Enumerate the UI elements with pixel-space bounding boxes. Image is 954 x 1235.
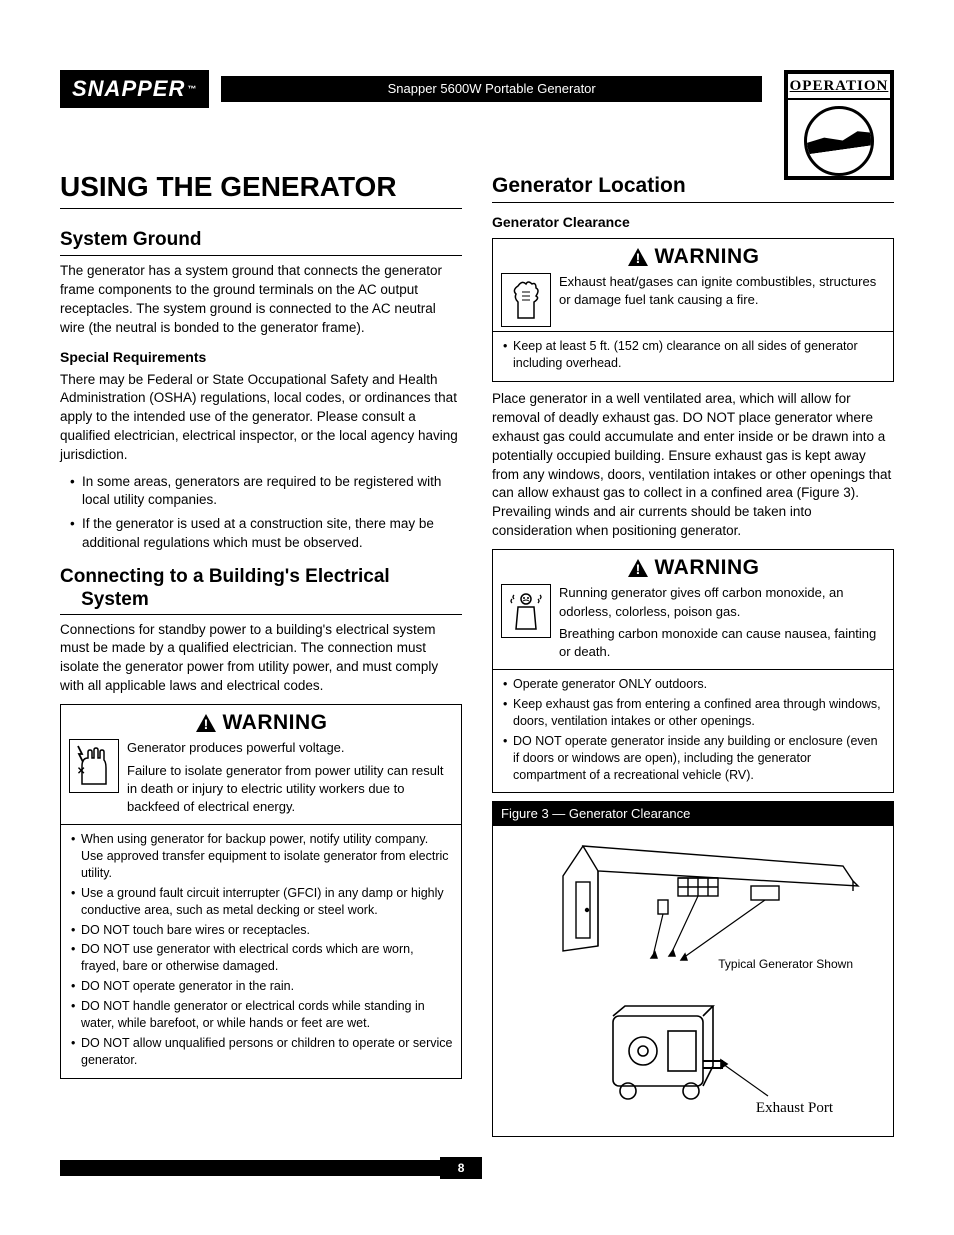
warning-fire: ! WARNING Exhaust heat/gases can ignite … — [492, 238, 894, 382]
trademark: ™ — [187, 83, 197, 95]
main-heading: USING THE GENERATOR — [60, 168, 462, 210]
figure-diagram: Typical Generator Shown Exhaust Port — [493, 826, 893, 1136]
product-title-bar: Snapper 5600W Portable Generator — [221, 76, 762, 102]
page-footer: 8 — [60, 1157, 894, 1179]
connecting-heading: Connecting to a Building's Electrical Sy… — [60, 566, 462, 615]
warning-header: ! WARNING — [493, 243, 893, 271]
operation-badge: OPERATION — [784, 70, 894, 180]
system-ground-heading: System Ground — [60, 227, 462, 256]
warning-bullets: Keep at least 5 ft. (152 cm) clearance o… — [493, 331, 893, 381]
warning-label: WARNING — [655, 554, 760, 582]
warning-triangle-icon: ! — [627, 558, 649, 578]
list-item: If the generator is used at a constructi… — [70, 515, 462, 551]
warning-header: ! WARNING — [493, 554, 893, 582]
generator-clearance-heading: Generator Clearance — [492, 213, 894, 232]
warning-header: ! WARNING — [61, 709, 461, 737]
left-column: USING THE GENERATOR System Ground The ge… — [60, 168, 462, 1137]
special-requirements-list: In some areas, generators are required t… — [60, 473, 462, 552]
warning-voltage: ! WARNING ✕ Generator produces powerful … — [60, 704, 462, 1078]
svg-text:✕: ✕ — [77, 766, 85, 777]
operation-label: OPERATION — [788, 74, 890, 100]
electric-hand-icon: ✕ — [69, 739, 119, 793]
fire-icon — [501, 273, 551, 327]
list-item: DO NOT operate generator inside any buil… — [503, 733, 885, 784]
list-item: Operate generator ONLY outdoors. — [503, 676, 885, 693]
page-header: SNAPPER™ Snapper 5600W Portable Generato… — [60, 70, 894, 108]
placement-body: Place generator in a well ventilated are… — [492, 390, 894, 541]
operation-icon — [804, 106, 874, 176]
svg-text:!: ! — [635, 250, 640, 266]
list-item: When using generator for backup power, n… — [71, 831, 453, 882]
brand-logo: SNAPPER™ — [60, 70, 209, 108]
warning-line: Generator produces powerful voltage. — [127, 739, 453, 757]
toxic-gas-icon — [501, 584, 551, 638]
right-column: Generator Location Generator Clearance !… — [492, 168, 894, 1137]
list-item: DO NOT handle generator or electrical co… — [71, 998, 453, 1032]
special-requirements-heading: Special Requirements — [60, 348, 462, 367]
warning-text: Generator produces powerful voltage. Fai… — [127, 739, 453, 820]
warning-triangle-icon: ! — [627, 247, 649, 267]
clearance-diagram-svg — [503, 836, 863, 1126]
warning-line: Breathing carbon monoxide can cause naus… — [559, 625, 885, 661]
svg-text:!: ! — [635, 561, 640, 577]
list-item: Use a ground fault circuit interrupter (… — [71, 885, 453, 919]
warning-bullets: When using generator for backup power, n… — [61, 824, 461, 1077]
list-item: Keep exhaust gas from entering a confine… — [503, 696, 885, 730]
list-item: In some areas, generators are required t… — [70, 473, 462, 509]
page-number: 8 — [440, 1157, 483, 1179]
warning-bullets: Operate generator ONLY outdoors. Keep ex… — [493, 669, 893, 792]
warning-label: WARNING — [655, 243, 760, 271]
warning-triangle-icon: ! — [195, 713, 217, 733]
brand-text: SNAPPER — [72, 74, 185, 104]
list-item: DO NOT use generator with electrical cor… — [71, 941, 453, 975]
warning-line: Failure to isolate generator from power … — [127, 762, 453, 817]
special-requirements-body: There may be Federal or State Occupation… — [60, 371, 462, 465]
warning-line: Exhaust heat/gases can ignite combustibl… — [559, 273, 885, 309]
warning-co: ! WARNING Runni — [492, 549, 894, 793]
figure-3: Figure 3 — Generator Clearance — [492, 801, 894, 1137]
exhaust-port-label: Exhaust Port — [756, 1098, 833, 1118]
warning-label: WARNING — [223, 709, 328, 737]
list-item: DO NOT touch bare wires or receptacles. — [71, 922, 453, 939]
connecting-body: Connections for standby power to a build… — [60, 621, 462, 697]
warning-line: Running generator gives off carbon monox… — [559, 584, 885, 620]
figure-caption: Figure 3 — Generator Clearance — [493, 802, 893, 826]
list-item: DO NOT operate generator in the rain. — [71, 978, 453, 995]
footer-bar-right — [481, 1167, 894, 1169]
warning-text: Exhaust heat/gases can ignite combustibl… — [559, 273, 885, 327]
list-item: DO NOT allow unqualified persons or chil… — [71, 1035, 453, 1069]
svg-text:!: ! — [203, 716, 208, 732]
list-item: Keep at least 5 ft. (152 cm) clearance o… — [503, 338, 885, 372]
warning-text: Running generator gives off carbon monox… — [559, 584, 885, 665]
generator-shown-label: Typical Generator Shown — [718, 956, 853, 972]
system-ground-body: The generator has a system ground that c… — [60, 262, 462, 338]
footer-bar-left — [60, 1160, 441, 1176]
